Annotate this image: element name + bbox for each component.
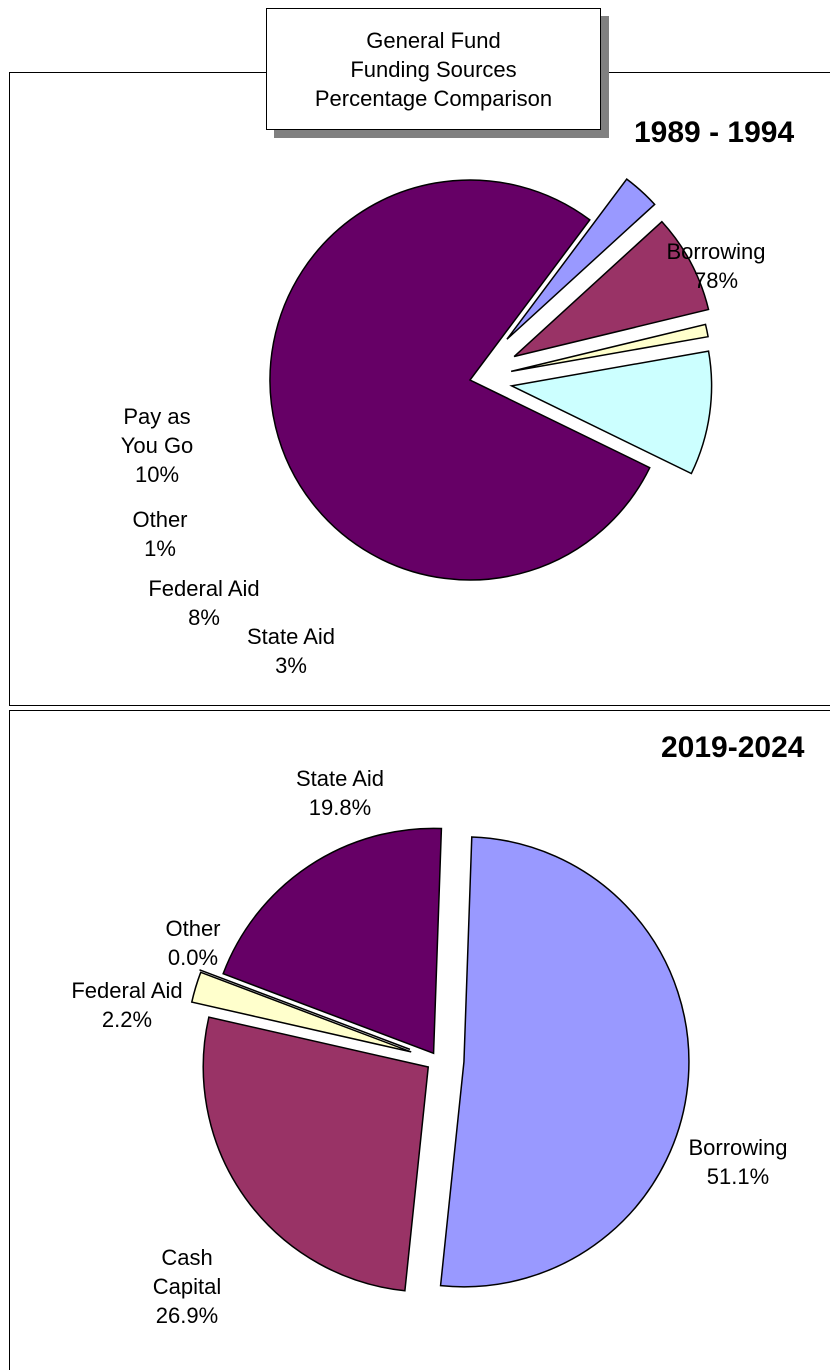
label-cash-capital-2019: Cash Capital 26.9%: [153, 1243, 221, 1330]
period-title-1989-1994: 1989 - 1994: [634, 116, 795, 149]
title-box: General Fund Funding Sources Percentage …: [266, 8, 601, 130]
pie-1989-slice-state-aid: [506, 178, 656, 340]
label-pay-as-you-go-1989-line1: Pay as: [123, 404, 191, 429]
pie-1989-slice-borrowing: [269, 179, 651, 581]
label-other-2019: Other 0.0%: [165, 914, 220, 972]
label-federal-aid-2019-name: Federal Aid: [71, 978, 183, 1003]
label-cash-capital-2019-line2: Capital: [152, 1274, 222, 1299]
label-other-1989: Other 1%: [132, 505, 187, 563]
period-title-2019-2024: 2019-2024: [661, 731, 805, 764]
pie-1989-slice-other: [510, 323, 709, 373]
label-other-1989-name: Other: [132, 507, 188, 532]
pie-2019-slice-cash-capital: [202, 1016, 430, 1292]
label-other-2019-pct: 0.0%: [167, 945, 219, 970]
label-cash-capital-2019-line1: Cash: [161, 1245, 213, 1270]
label-federal-aid-1989: Federal Aid 8%: [148, 574, 259, 632]
pie-2019-slice-federal-aid: [190, 971, 412, 1053]
pie-2019-slice-borrowing: [439, 836, 690, 1288]
label-borrowing-2019-name: Borrowing: [688, 1135, 788, 1160]
label-state-aid-2019-pct: 19.8%: [308, 795, 372, 820]
title-line-2: Funding Sources: [350, 56, 517, 82]
label-borrowing-2019-pct: 51.1%: [706, 1164, 770, 1189]
label-borrowing-1989-pct: 78%: [693, 268, 739, 293]
label-borrowing-2019: Borrowing 51.1%: [688, 1133, 787, 1191]
pie-1989-slice-federal-aid: [513, 220, 710, 358]
label-state-aid-1989-pct: 3%: [275, 653, 307, 678]
label-federal-aid-2019-pct: 2.2%: [101, 1007, 153, 1032]
label-state-aid-1989: State Aid 3%: [247, 622, 335, 680]
pie-1989-slice-pay-as-you-go: [509, 350, 713, 475]
label-state-aid-1989-name: State Aid: [246, 624, 336, 649]
label-cash-capital-2019-pct: 26.9%: [155, 1303, 219, 1328]
label-pay-as-you-go-1989-line2: You Go: [120, 433, 194, 458]
pie-2019-slice-state-aid: [222, 827, 443, 1055]
label-borrowing-1989: Borrowing 78%: [666, 237, 765, 295]
label-pay-as-you-go-1989-pct: 10%: [134, 462, 180, 487]
label-pay-as-you-go-1989: Pay as You Go 10%: [121, 402, 194, 489]
title-line-1: General Fund: [366, 27, 501, 53]
label-state-aid-2019-name: State Aid: [295, 766, 385, 791]
label-federal-aid-2019: Federal Aid 2.2%: [71, 976, 182, 1034]
label-other-2019-name: Other: [165, 916, 221, 941]
label-state-aid-2019: State Aid 19.8%: [296, 764, 384, 822]
label-federal-aid-1989-name: Federal Aid: [148, 576, 260, 601]
label-borrowing-1989-name: Borrowing: [666, 239, 766, 264]
label-other-1989-pct: 1%: [144, 536, 176, 561]
label-federal-aid-1989-pct: 8%: [188, 605, 220, 630]
title-line-3: Percentage Comparison: [314, 85, 553, 111]
